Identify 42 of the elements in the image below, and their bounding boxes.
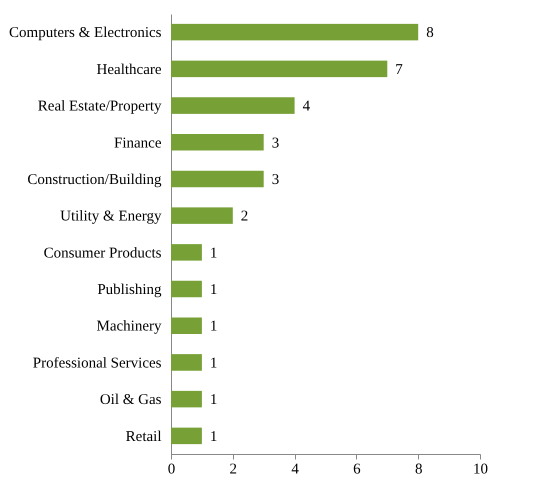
bar: [171, 317, 202, 334]
data-label: 1: [210, 355, 218, 372]
data-label: 3: [272, 135, 280, 152]
y-tick-label: Publishing: [97, 282, 162, 298]
y-tick-label: Utility & Energy: [60, 208, 162, 225]
data-label: 7: [395, 62, 404, 78]
bar: [171, 390, 202, 408]
y-tick-label: Finance: [114, 135, 162, 152]
data-label: 1: [210, 245, 218, 262]
data-label: 1: [210, 282, 218, 298]
data-label: 3: [272, 172, 280, 188]
bar: [171, 428, 202, 444]
data-label: 1: [210, 392, 218, 408]
x-tick-label: 8: [414, 462, 422, 478]
y-tick-label: Real Estate/Property: [38, 98, 162, 115]
bar: [171, 280, 202, 298]
y-tick-label: Healthcare: [96, 62, 162, 78]
bar: [171, 134, 264, 151]
data-label: 1: [210, 428, 218, 445]
x-tick-label: 4: [291, 462, 300, 478]
y-tick-label: Computers & Electronics: [9, 25, 162, 42]
bar: [171, 207, 233, 224]
y-tick-label: Construction/Building: [27, 172, 162, 188]
data-label: 8: [426, 25, 434, 42]
x-tick-label: 2: [230, 462, 238, 478]
bar: [171, 60, 388, 78]
x-tick-label: 10: [473, 462, 488, 478]
y-tick-label: Consumer Products: [44, 245, 162, 262]
data-label: 4: [302, 98, 311, 115]
bar: [171, 244, 202, 261]
y-tick-label: Machinery: [96, 318, 162, 335]
bar: [171, 24, 418, 40]
data-label: 1: [210, 318, 218, 335]
y-tick-label: Professional Services: [32, 355, 162, 372]
y-tick-label: Retail: [126, 428, 162, 445]
bar: [171, 170, 264, 188]
y-tick-label: Oil & Gas: [100, 392, 162, 408]
x-tick-label: 6: [353, 462, 362, 478]
data-label: 2: [240, 208, 248, 225]
bar: [171, 354, 202, 371]
x-tick-label: 0: [168, 462, 176, 478]
bar: [171, 97, 295, 114]
